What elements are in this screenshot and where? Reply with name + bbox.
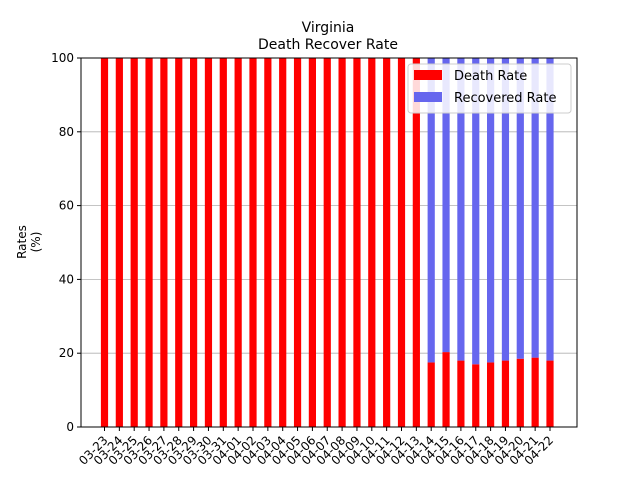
bar-recovered-rate [516,58,524,359]
bar-death-rate [160,58,168,427]
bar-death-rate [100,58,109,427]
bar-death-rate [397,58,406,427]
bar-death-rate [249,58,257,427]
bar-death-rate [279,58,287,427]
legend-label: Death Rate [454,69,527,84]
y-axis-label-line: (%) [29,232,43,253]
bar-death-rate [516,358,524,427]
bar-death-rate [204,58,213,427]
bar-recovered-rate [427,58,435,363]
bar-recovered-rate [442,58,450,353]
bar-death-rate [338,58,346,427]
legend-box [407,63,572,114]
bar-death-rate [308,58,316,427]
bar-death-rate [219,58,227,427]
chart-subtitle: Death Recover Rate [258,37,398,53]
legend-label: Recovered Rate [454,91,557,106]
bar-death-rate [130,58,138,427]
y-tick-label: 20 [59,346,74,360]
legend: Death Rate Recovered Rate [407,63,572,114]
bar-death-rate [457,360,465,427]
bar-death-rate [264,58,272,427]
bar-death-rate [145,58,153,427]
bar-death-rate [531,357,539,427]
y-axis-label: Rates(%) [15,225,43,259]
bar-death-rate [323,58,331,427]
bars [100,58,554,427]
bar-death-rate [190,58,198,427]
bar-death-rate [501,360,510,427]
bar-recovered-rate [501,58,510,361]
y-axis-label-text: Rates(%) [15,225,43,259]
bar-death-rate [546,360,554,427]
y-axis-label-line: Rates [15,225,29,259]
y-axis: 0 20 40 60 80 100 [51,51,81,434]
bar-death-rate [353,58,361,427]
x-axis: 03-2303-2403-2503-2603-2703-2803-2903-30… [76,427,556,468]
bar-death-rate [115,58,123,427]
bar-death-rate [368,58,376,427]
chart-title: Virginia [302,20,355,36]
bar-death-rate [487,362,495,427]
bar-death-rate [412,58,420,427]
legend-swatch [414,92,442,102]
bar-death-rate [175,58,183,427]
bar-death-rate [293,58,302,427]
y-tick-label: 60 [59,199,74,213]
legend-swatch [414,70,442,80]
bar-death-rate [427,362,435,427]
plot-frame [80,57,578,428]
bar-recovered-rate [487,58,495,363]
y-tick-label: 100 [51,51,74,65]
bar-death-rate [442,352,450,427]
bar-recovered-rate [546,58,554,361]
bar-recovered-rate [457,58,465,361]
bar-recovered-rate [531,58,539,358]
y-tick-label: 80 [59,125,74,139]
bar-death-rate [234,58,242,427]
y-tick-label: 40 [59,272,74,286]
bar-death-rate [472,364,480,427]
bar-death-rate [383,58,391,427]
y-tick-label: 0 [66,420,74,434]
bar-recovered-rate [472,58,480,365]
